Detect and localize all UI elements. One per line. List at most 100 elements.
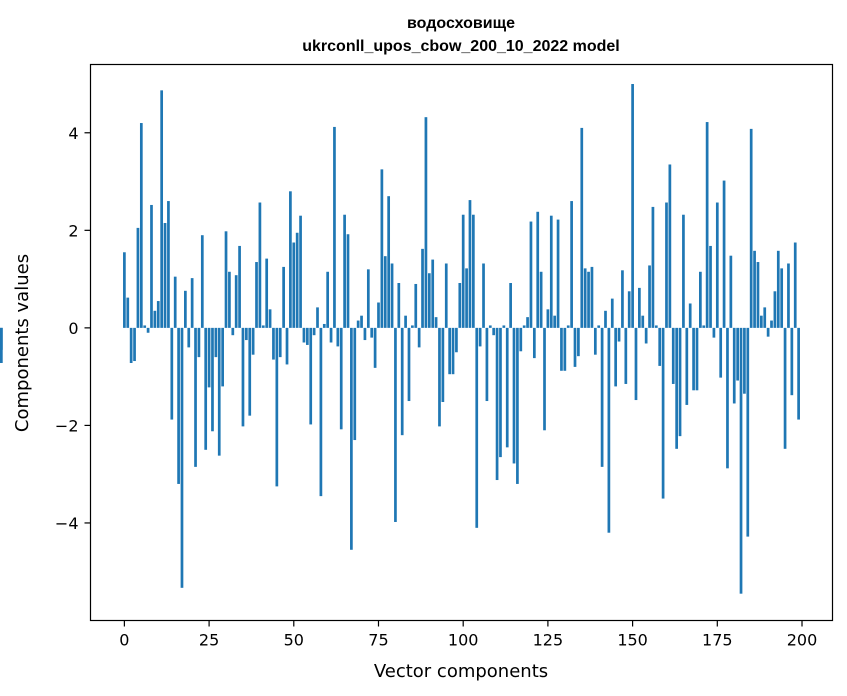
bar-83: [404, 315, 407, 328]
bar-49: [289, 191, 292, 328]
bar-95: [444, 263, 448, 328]
bar-72: [366, 269, 370, 328]
bar-14: [170, 327, 174, 420]
bar-8: [150, 204, 153, 328]
bar-1: [126, 297, 130, 328]
bar-45: [275, 327, 279, 487]
bar-80: [394, 327, 397, 522]
bar-171: [702, 325, 706, 328]
x-tick-label-200: 200: [787, 631, 818, 650]
bar-125: [546, 309, 550, 328]
bar-73: [370, 327, 374, 338]
x-tick-label-175: 175: [702, 631, 733, 650]
bar-47: [282, 266, 285, 328]
bar-172: [705, 122, 709, 328]
bar-48: [285, 327, 289, 365]
bar-85: [411, 325, 414, 328]
bar-106: [482, 263, 485, 328]
bar-59: [322, 323, 326, 328]
bar-33: [234, 275, 238, 328]
bar-183: [743, 327, 746, 394]
bar-56: [312, 327, 316, 336]
bar-100: [461, 214, 465, 328]
bar-153: [641, 315, 645, 328]
bar-77: [383, 256, 387, 328]
bar-84: [407, 327, 411, 402]
bar-54: [305, 327, 309, 345]
bar-99: [458, 283, 462, 328]
bars-group: [0, 84, 800, 594]
bar-108: [488, 325, 492, 328]
bar-28: [217, 327, 221, 456]
bar-189: [763, 307, 767, 328]
x-tick-label-0: 0: [119, 631, 129, 650]
bar-145: [614, 327, 618, 387]
bar-163: [675, 327, 678, 449]
bar-135: [580, 127, 584, 328]
bar-3: [133, 327, 136, 362]
bar-190: [766, 327, 770, 337]
bar-101: [465, 268, 468, 328]
y-tick-label-3: 2: [68, 221, 78, 240]
bar-43: [268, 309, 272, 328]
bar-55: [309, 327, 313, 425]
bar-199: [797, 327, 800, 420]
bar-178: [726, 327, 729, 469]
bar-104: [475, 327, 479, 528]
bar-170: [699, 271, 702, 328]
bar-152: [638, 287, 641, 328]
x-axis-ticks: 0 25 50 75 100 125 150 175 200: [119, 620, 818, 650]
bar-128: [556, 219, 560, 328]
bar-37: [248, 327, 252, 416]
bar-92: [434, 317, 438, 328]
bar-58: [319, 327, 323, 497]
bar-164: [678, 327, 682, 437]
bar-192: [773, 291, 777, 328]
bar-42: [265, 258, 269, 328]
bar-168: [692, 327, 695, 391]
y-tick-label-2: 0: [68, 319, 78, 338]
bar-198: [793, 242, 797, 328]
bar-162: [671, 327, 675, 384]
bar-156: [651, 206, 655, 328]
bar-191: [770, 320, 773, 328]
y-axis-label: Components values: [12, 254, 33, 432]
bar-67: [350, 327, 353, 550]
bar-17: [180, 327, 184, 588]
bar-139: [593, 327, 597, 355]
y-axis-ticks: −4 −2 0 2 4: [55, 124, 91, 533]
bar-160: [665, 202, 668, 328]
bar-undefined: [0, 327, 3, 363]
bar-144: [610, 298, 614, 328]
bar-11: [160, 90, 164, 328]
bar-60: [326, 271, 330, 328]
bar-20: [190, 278, 194, 328]
bar-44: [272, 327, 275, 360]
bar-69: [356, 320, 360, 328]
x-tick-label-100: 100: [448, 631, 479, 650]
bar-186: [753, 250, 756, 328]
bar-130: [563, 327, 567, 371]
bar-173: [709, 245, 712, 328]
x-axis-label: Vector components: [374, 661, 548, 682]
bar-123: [539, 271, 543, 328]
bar-18: [184, 290, 187, 328]
bar-103: [472, 214, 475, 328]
bar-57: [316, 307, 319, 328]
bar-147: [621, 270, 624, 328]
bar-102: [468, 200, 472, 328]
bar-121: [532, 327, 536, 359]
bar-35: [241, 327, 245, 427]
bar-65: [343, 214, 346, 328]
bar-51: [295, 232, 299, 328]
bar-132: [570, 201, 573, 328]
bar-23: [200, 235, 204, 328]
bar-88: [421, 248, 424, 328]
bar-148: [624, 327, 628, 384]
bar-25: [207, 327, 211, 388]
bar-61: [329, 327, 333, 343]
bar-141: [600, 327, 604, 467]
bar-13: [167, 201, 170, 328]
